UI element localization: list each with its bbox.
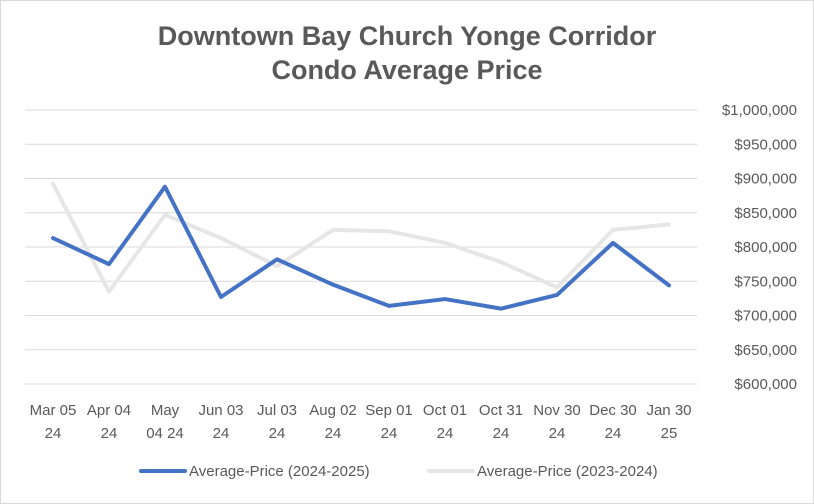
x-tick-label: Jan 30 25 [646, 402, 691, 442]
y-tick-label: $1,000,000 [722, 102, 797, 119]
x-tick-label-line: Nov 30 [533, 402, 581, 419]
series-line-1 [51, 181, 671, 294]
y-tick-label: $950,000 [734, 136, 797, 153]
x-tick-label-line: Dec 30 [589, 402, 637, 419]
legend-label: Average-Price (2024-2025) [189, 463, 370, 480]
x-tick-label-line: 24 [493, 425, 510, 442]
x-tick-label-line: May [151, 402, 180, 419]
x-tick-label: Sep 01 24 [365, 402, 413, 442]
x-tick-label-line: 24 [549, 425, 566, 442]
y-tick-label: $900,000 [734, 171, 797, 188]
x-tick-label-line: Mar 05 [30, 402, 77, 419]
x-axis-ticks: Mar 05 24 Apr 04 24 May 04 24 Jun 03 24 Jul 03 24… [30, 402, 692, 442]
y-tick-label: $650,000 [734, 342, 797, 359]
y-tick-label: $850,000 [734, 205, 797, 222]
y-axis-ticks: $600,000 $650,000 $700,000 $750,000 $800,000… [722, 102, 797, 393]
x-tick-label: Aug 02 24 [309, 402, 357, 442]
x-tick-label-line: 04 24 [146, 425, 184, 442]
x-tick-label-line: 24 [381, 425, 398, 442]
legend: Average-Price (2024-2025) Average-Price (… [139, 463, 658, 480]
x-tick-label-line: Oct 31 [479, 402, 523, 419]
x-tick-label: Jul 03 24 [257, 402, 297, 442]
x-tick-label: Mar 05 24 [30, 402, 77, 442]
x-tick-label: May 04 24 [146, 402, 184, 442]
x-tick-label-line: 24 [45, 425, 62, 442]
y-tick-label: $600,000 [734, 376, 797, 393]
x-tick-label-line: 24 [269, 425, 286, 442]
y-tick-label: $700,000 [734, 308, 797, 325]
x-tick-label-line: Jun 03 [198, 402, 243, 419]
x-tick-label-line: 24 [325, 425, 342, 442]
x-tick-label: Oct 01 24 [423, 402, 467, 442]
x-tick-label-line: 24 [605, 425, 622, 442]
chart-title-line-1: Downtown Bay Church Yonge Corridor [157, 21, 657, 51]
x-tick-label-line: 24 [101, 425, 118, 442]
series-line-0 [51, 184, 671, 311]
chart-title-line-2: Condo Average Price [271, 55, 543, 85]
x-tick-label-line: Jul 03 [257, 402, 297, 419]
series-lines [51, 181, 671, 311]
x-tick-label-line: Jan 30 [646, 402, 691, 419]
x-tick-label-line: 24 [213, 425, 230, 442]
x-tick-label: Oct 31 24 [479, 402, 523, 442]
x-tick-label-line: Oct 01 [423, 402, 467, 419]
y-tick-label: $750,000 [734, 273, 797, 290]
x-tick-label: Apr 04 24 [87, 402, 131, 442]
legend-label: Average-Price (2023-2024) [477, 463, 658, 480]
x-tick-label-line: 24 [437, 425, 454, 442]
x-tick-label-line: Apr 04 [87, 402, 131, 419]
grid-lines [25, 109, 697, 385]
x-tick-label: Jun 03 24 [198, 402, 243, 442]
x-tick-label-line: Aug 02 [309, 402, 357, 419]
chart-title: Downtown Bay Church Yonge Corridor Condo… [1, 19, 813, 87]
x-tick-label: Nov 30 24 [533, 402, 581, 442]
x-tick-label: Dec 30 24 [589, 402, 637, 442]
x-tick-label-line: 25 [661, 425, 678, 442]
x-tick-label-line: Sep 01 [365, 402, 413, 419]
y-tick-label: $800,000 [734, 239, 797, 256]
